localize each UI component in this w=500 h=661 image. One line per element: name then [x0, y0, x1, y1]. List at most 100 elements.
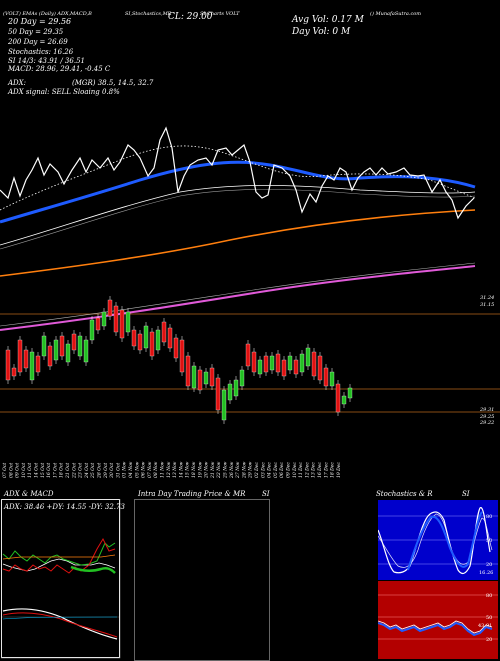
si-readout: SI 14/3: 43.91 / 36.51 [8, 57, 85, 65]
minus-di-line [2, 537, 116, 574]
candle-body [191, 365, 197, 389]
date-label: 16 Dec [317, 462, 323, 478]
date-label: 21 Nov [210, 461, 216, 479]
date-label: 19 Dec [336, 462, 342, 478]
adx-label: ADX: [8, 79, 27, 87]
candle-body [347, 387, 353, 399]
date-label: 13 Nov [172, 461, 178, 478]
candle-body [137, 333, 143, 351]
candle-body [275, 353, 281, 373]
candle-body [35, 355, 41, 373]
ema50-line-shadow [0, 189, 476, 250]
date-label: 30 Oct [109, 463, 115, 478]
date-label: 15 Nov [185, 461, 191, 478]
candle-body [317, 355, 323, 381]
candle-body [47, 345, 53, 367]
candle-body [209, 367, 215, 387]
price-axis-label: 29.22 [479, 420, 494, 426]
ema20-line [0, 160, 476, 224]
candle-body [215, 377, 221, 411]
date-label: 16 Oct [46, 463, 52, 478]
price-chart: 07 Oct 08 Oct 09 Oct 10 Oct 11 Oct 14 Oct 15 O… [0, 126, 500, 479]
date-label: 29 Oct [103, 463, 109, 479]
stochastic-value-label: 16.26 [479, 570, 493, 576]
candle-body [251, 351, 257, 373]
stochastics-readout: Stochastics: 16.26 [8, 48, 74, 56]
candle-body [203, 371, 209, 385]
candle-body [89, 319, 95, 341]
stochastics-panel-title-si: SI [462, 490, 470, 498]
date-label: 23 Oct [78, 463, 84, 479]
date-label: 12 Dec [304, 462, 310, 478]
date-label: 07 Oct [2, 463, 8, 478]
price-axis-label: 29.25 [479, 414, 494, 420]
macd-signal-line [2, 612, 118, 638]
adx-trend-line [2, 554, 116, 560]
day-volume: Day Vol: 0 M [292, 27, 351, 37]
si-line [378, 620, 493, 634]
date-label: 26 Nov [229, 461, 235, 479]
adx-macd-panel-title: ADX & MACD [4, 490, 54, 498]
candle-body [173, 337, 179, 359]
candle-body [11, 367, 17, 377]
date-label: 13 Dec [311, 462, 317, 478]
date-label: 08 Oct [8, 463, 14, 478]
candle-body [335, 383, 341, 413]
candle-body [23, 349, 29, 369]
date-label: 15 Oct [40, 463, 46, 478]
date-label: 18 Dec [330, 462, 336, 478]
candle-body [263, 355, 269, 373]
ema200-readout: 200 Day = 26.69 [8, 38, 68, 46]
date-label: 10 Dec [292, 462, 298, 478]
price-axis-label: 31.24 [480, 295, 494, 301]
candle-body [131, 329, 137, 347]
stochastic-level-label: 50 [486, 538, 492, 544]
date-label: 05 Dec [273, 462, 279, 478]
date-label: 20 Nov [204, 461, 210, 479]
intraday-panel [134, 499, 270, 661]
date-label: 18 Nov [191, 461, 197, 478]
candle-body [107, 299, 113, 317]
candle-body [65, 343, 71, 363]
candle-body [311, 351, 317, 377]
candle-body [59, 335, 65, 357]
date-label: 11 Dec [298, 462, 304, 478]
si-panel: 80 50 20 43.91 [378, 581, 498, 659]
candle-body [71, 333, 77, 351]
candle-body [233, 379, 239, 397]
date-label: 28 Nov [241, 461, 247, 479]
candle-body [143, 325, 149, 349]
date-label: 17 Dec [323, 462, 329, 478]
adx-readout-panel: ADX: 38.46 +DY: 14.55 -DY: 32.73 [4, 503, 125, 511]
dotted-average-line [0, 145, 476, 211]
stochastic-d-line [378, 513, 493, 568]
average-volume: Avg Vol: 0.17 M [292, 15, 364, 25]
ema200-line [0, 209, 476, 277]
price-axis-label: 31.15 [480, 302, 494, 308]
magenta-ema-line [0, 265, 476, 331]
candle-body [101, 311, 107, 327]
candle-body [77, 335, 83, 357]
candle-body [53, 339, 59, 361]
date-label: 11 Oct [27, 463, 33, 478]
candle-body [17, 339, 23, 373]
candle-body [167, 327, 173, 349]
adx-macd-panel [1, 499, 121, 659]
ema50-line [0, 184, 476, 246]
candle-body [113, 305, 119, 333]
macd-readout: MACD: 28.96, 29.41, -0.45 C [8, 65, 111, 73]
date-label: 08 Nov [153, 461, 159, 478]
date-label: 02 Dec [254, 462, 260, 478]
si-level-label: 80 [486, 593, 492, 599]
candle-body [239, 369, 245, 387]
date-axis: 07 Oct 08 Oct 09 Oct 10 Oct 11 Oct 14 Oct 15 O… [2, 461, 342, 479]
candle-body [161, 321, 167, 343]
candle-body [29, 351, 35, 381]
date-label: 11 Nov [160, 461, 166, 478]
header-title-right: SI Charts VOLT [200, 11, 240, 17]
close-price-line [0, 126, 475, 220]
candle-body [299, 353, 305, 373]
date-label: 01 Nov [122, 461, 128, 478]
date-label: 19 Nov [197, 461, 203, 478]
stochastics-panel: 80 50 20 16.26 [378, 500, 498, 580]
